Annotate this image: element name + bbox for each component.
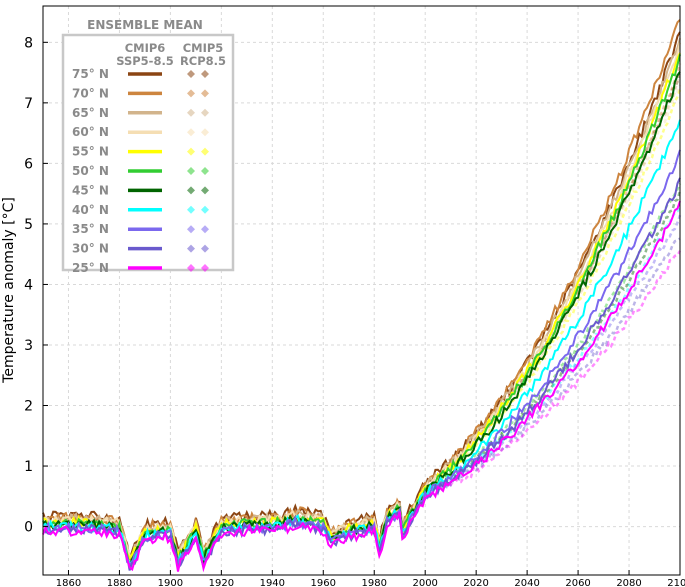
cmip5-series-line [439, 84, 682, 480]
legend-entry-label: 65° N [72, 106, 109, 120]
y-tick-label: 2 [24, 399, 33, 415]
x-tick-label: 1880 [107, 578, 132, 587]
legend-cmip5-diamond [187, 264, 195, 272]
x-axis-ticks: 1860 1880 1900 1920 1940 1960 1980 2000 2020 2040… [56, 570, 685, 587]
y-tick-label: 3 [24, 338, 33, 354]
y-tick-label: 7 [24, 96, 33, 112]
cmip6-series-line [42, 177, 681, 571]
x-tick-label: 1980 [362, 578, 387, 587]
cmip6-series-line [42, 200, 681, 573]
legend-cmip5-diamond [201, 186, 209, 195]
x-tick-label: 2040 [514, 578, 539, 587]
legend-cmip5-diamond [201, 128, 209, 137]
legend-cmip5-diamond [201, 244, 209, 253]
legend-entries: 75° N 70° N 65° N 60° N 55° N 50° N 45° N 40° N… [72, 67, 209, 275]
plot-frame [42, 5, 681, 576]
legend-entry-label: 55° N [72, 145, 109, 159]
cmip5-series-line [440, 214, 682, 488]
legend-cmip5-diamond [201, 167, 209, 175]
x-tick-label: 2080 [616, 578, 641, 587]
y-axis-label: Temperature anomaly [°C] [1, 197, 17, 384]
cmip6-series-line [42, 119, 681, 566]
legend-cmip5-diamond [187, 244, 195, 253]
legend-entry-label: 35° N [72, 222, 109, 236]
x-tick-label: 1920 [209, 578, 234, 587]
legend-cmip5-diamond [187, 70, 195, 78]
legend-cmip5-diamond [201, 147, 209, 156]
legend-cmip5-diamond [187, 89, 195, 98]
legend-col1-line1: CMIP6 [125, 41, 166, 55]
y-tick-label: 0 [24, 520, 33, 536]
legend-entry-label: 60° N [72, 125, 109, 139]
legend-title: ENSEMBLE MEAN [87, 18, 203, 32]
cmip6-series-layer [42, 19, 681, 573]
legend-cmip5-diamond [187, 186, 195, 195]
y-axis-ticks: 0 1 2 3 4 5 6 7 8 [24, 35, 48, 536]
legend-entry-label: 30° N [72, 242, 109, 256]
y-tick-label: 6 [24, 156, 33, 172]
y-tick-label: 4 [24, 277, 33, 293]
legend-cmip5-diamond [187, 225, 195, 234]
legend-entry-label: 50° N [72, 164, 109, 178]
legend-cmip5-diamond [201, 70, 209, 78]
y-tick-label: 5 [24, 217, 33, 233]
legend-cmip5-diamond [187, 205, 195, 214]
legend-cmip5-diamond [201, 225, 209, 234]
legend-entry-label: 40° N [72, 203, 109, 217]
legend-col2-line2: RCP8.5 [180, 54, 226, 68]
legend-col1-line2: SSP5-8.5 [116, 54, 174, 68]
x-tick-label: 1860 [56, 578, 81, 587]
legend-cmip5-diamond [201, 264, 209, 272]
x-tick-label: 2000 [412, 578, 437, 587]
legend-cmip5-diamond [187, 128, 195, 137]
legend-cmip5-diamond [187, 167, 195, 175]
cmip6-series-line [42, 42, 681, 560]
legend-cmip5-diamond [201, 108, 209, 117]
legend-entry-label: 75° N [72, 67, 109, 81]
x-tick-label: 1900 [158, 578, 183, 587]
legend-cmip5-diamond [201, 89, 209, 98]
legend-cmip5-diamond [187, 108, 195, 117]
x-tick-label: 1960 [311, 578, 336, 587]
legend-col2-line1: CMIP5 [183, 41, 224, 55]
legend-cmip5-diamond [201, 205, 209, 214]
x-tick-label: 1940 [260, 578, 285, 587]
legend-entry-label: 45° N [72, 183, 109, 197]
cmip5-series-line [439, 237, 681, 491]
x-tick-label: 2060 [565, 578, 590, 587]
y-tick-label: 1 [24, 459, 33, 475]
legend-cmip5-diamond [187, 147, 195, 156]
x-tick-label: 2020 [463, 578, 488, 587]
legend-entry-label: 70° N [72, 86, 109, 100]
y-tick-label: 8 [24, 35, 33, 51]
legend: ENSEMBLE MEAN CMIP6 SSP5-8.5 CMIP5 RCP8.… [61, 18, 235, 275]
legend-entry-label: 25° N [72, 261, 109, 275]
cmip5-series-line [439, 205, 682, 489]
